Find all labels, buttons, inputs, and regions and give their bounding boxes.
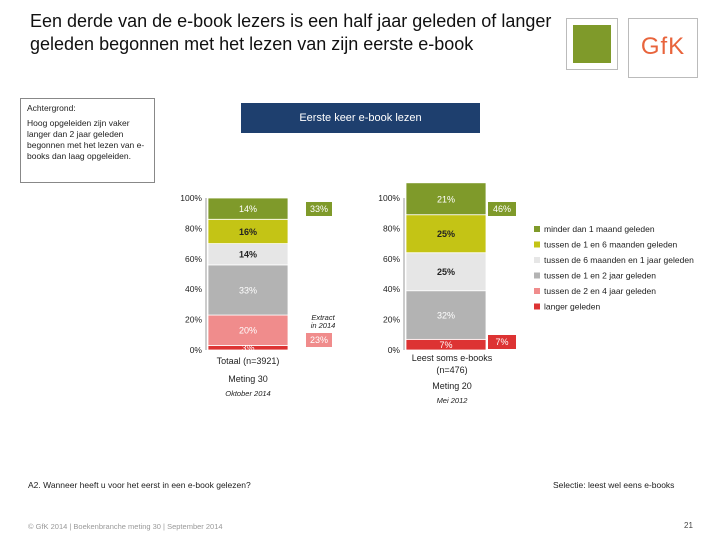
bar-data-label: 33% (239, 285, 257, 295)
chart-header: Eerste keer e-book lezen (241, 103, 480, 133)
legend-label: langer geleden (544, 302, 601, 312)
gfk-logo-text: GfK (640, 33, 686, 60)
y-tick-label: 80% (383, 223, 400, 233)
bar-segment (207, 314, 289, 346)
bar-segment (405, 252, 487, 292)
category-sublabel: Meting 20 (432, 381, 472, 391)
barcode-icon (573, 25, 611, 63)
background-title: Achtergrond: (27, 103, 76, 113)
side-annotation-label: 7% (495, 337, 508, 347)
footer-selection: Selectie: leest wel eens e-books (553, 480, 675, 490)
bar-data-label: 25% (437, 229, 455, 239)
bar-segment (405, 214, 487, 254)
extract-value-label: 23% (310, 335, 328, 345)
y-tick-label: 60% (185, 254, 202, 264)
legend-label: tussen de 2 en 4 jaar geleden (544, 286, 656, 296)
footer-copyright: © GfK 2014 | Boekenbranche meting 30 | S… (28, 522, 223, 531)
page-number: 21 (684, 521, 693, 530)
y-tick-label: 40% (185, 284, 202, 294)
legend-label: tussen de 1 en 2 jaar geleden (544, 271, 656, 281)
side-annotation-box (488, 202, 516, 216)
extract-box (306, 333, 332, 347)
brand-logo (566, 18, 618, 70)
y-tick-label: 80% (185, 223, 202, 233)
side-annotation-label: 46% (493, 204, 511, 214)
bar-segment (207, 197, 289, 220)
bar-segment (207, 264, 289, 316)
category-label: Totaal (n=3921) (217, 356, 280, 366)
y-tick-label: 100% (180, 193, 202, 203)
bar-segment (405, 182, 487, 216)
extract-value-label: 33% (310, 204, 328, 214)
legend-label: tussen de 6 maanden en 1 jaar geleden (544, 255, 694, 265)
gfk-logo: GfK (628, 18, 698, 78)
side-annotation-box (488, 335, 516, 349)
bar-data-label: 14% (239, 204, 257, 214)
y-tick-label: 60% (383, 254, 400, 264)
category-label-line: Leest soms e-books (412, 353, 493, 363)
legend-label: tussen de 1 en 6 maanden geleden (544, 240, 678, 250)
page-title: Een derde van de e-book lezers is een ha… (30, 11, 552, 54)
bar-data-label: 14% (239, 250, 257, 260)
bar-data-label: 25% (437, 267, 455, 277)
footer-question: A2. Wanneer heeft u voor het eerst in ee… (28, 480, 251, 490)
category-period: Oktober 2014 (225, 389, 270, 398)
extract-label-line: Extract (311, 313, 335, 322)
bar-data-label: 16% (239, 227, 257, 237)
y-tick-label: 100% (378, 193, 400, 203)
legend-swatch (534, 303, 540, 310)
y-tick-label: 0% (190, 345, 203, 355)
background-text: Hoog opgeleiden zijn vaker langer dan 2 … (27, 118, 145, 161)
y-tick-label: 0% (388, 345, 401, 355)
y-tick-label: 20% (185, 315, 202, 325)
category-period: Mei 2012 (437, 396, 469, 405)
bar-segment (207, 218, 289, 244)
background-box: Achtergrond: Hoog opgeleiden zijn vaker … (20, 98, 155, 183)
y-tick-label: 20% (383, 315, 400, 325)
y-tick-label: 40% (383, 284, 400, 294)
legend-label: minder dan 1 maand geleden (544, 224, 655, 234)
category-label-line: (n=476) (436, 365, 467, 375)
legend-swatch (534, 257, 540, 263)
extract-label-line: in 2014 (311, 321, 336, 330)
legend-swatch (534, 288, 540, 294)
bar-data-label: 7% (439, 340, 452, 350)
bar-data-label: 32% (437, 311, 455, 321)
legend-swatch (534, 241, 540, 248)
category-sublabel: Meting 30 (228, 374, 268, 384)
bar-data-label: 20% (239, 326, 257, 336)
bar-data-label: 3% (241, 343, 254, 353)
legend-swatch (534, 272, 540, 279)
legend-swatch (534, 226, 540, 232)
bar-segment (405, 290, 487, 340)
extract-box (306, 202, 332, 216)
bar-data-label: 21% (437, 194, 455, 204)
